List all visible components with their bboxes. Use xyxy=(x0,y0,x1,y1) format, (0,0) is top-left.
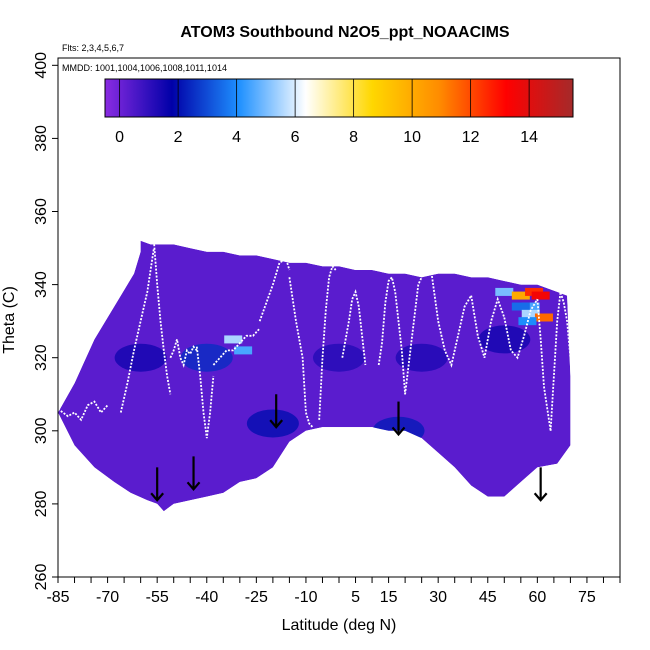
arrow-head xyxy=(150,492,165,502)
colorbar-tick-label: 14 xyxy=(520,129,538,146)
flight-track xyxy=(288,277,314,428)
dates-note: MMDD: 1001,1004,1006,1008,1011,1014 xyxy=(62,63,227,73)
flight-track xyxy=(119,247,155,413)
hotspot-cell xyxy=(534,313,553,322)
arrow-head xyxy=(533,492,548,502)
x-tick-label: -55 xyxy=(146,589,169,606)
x-tick-label: -25 xyxy=(245,589,268,606)
flight-track xyxy=(470,295,506,358)
flight-track xyxy=(503,298,539,360)
y-tick-label: 280 xyxy=(33,490,50,517)
flight-track xyxy=(341,289,367,366)
hotspot-cell xyxy=(531,291,550,300)
x-tick-label: 5 xyxy=(351,589,360,606)
y-tick-label: 340 xyxy=(33,271,50,298)
data-field xyxy=(58,240,571,512)
x-axis-title: Latitude (deg N) xyxy=(282,617,397,634)
x-tick-label: 30 xyxy=(429,589,447,606)
hotspot-cell xyxy=(511,302,530,311)
x-tick-label: 60 xyxy=(528,589,546,606)
flight-track xyxy=(536,299,552,431)
y-tick-label: 380 xyxy=(33,125,50,152)
y-tick-label: 360 xyxy=(33,198,50,225)
hotspot-cell xyxy=(495,287,514,296)
colorbar-tick-label: 0 xyxy=(115,129,124,146)
arrow-marker xyxy=(533,467,548,502)
flight-track xyxy=(169,339,198,368)
flight-track xyxy=(58,400,109,422)
flight-track xyxy=(212,327,261,366)
arrow-marker xyxy=(269,394,284,429)
flight-track xyxy=(437,295,472,368)
field-background xyxy=(58,240,571,512)
arrow-head xyxy=(269,419,284,429)
colorbar xyxy=(104,78,574,118)
y-axis-title: Theta (C) xyxy=(1,286,18,354)
hotspot-cell xyxy=(521,309,540,318)
hotspot-cell xyxy=(234,346,253,355)
colorbar-tick-label: 12 xyxy=(462,129,480,146)
colorbar-tick-label: 10 xyxy=(403,129,421,146)
x-tick-label: -85 xyxy=(46,589,69,606)
trough-cell xyxy=(395,343,448,372)
trough-cell xyxy=(114,343,167,372)
flight-track xyxy=(549,291,571,431)
chart-title: ATOM3 Southbound N2O5_ppt_NOAACIMS xyxy=(180,24,510,41)
colorbar-tick-label: 4 xyxy=(232,129,241,146)
x-tick-label: 45 xyxy=(479,589,497,606)
trough-cell xyxy=(180,343,233,372)
x-tick-label: 75 xyxy=(578,589,596,606)
y-tick-label: 260 xyxy=(33,564,50,591)
flight-track xyxy=(377,275,406,395)
colorbar-tick-label: 8 xyxy=(349,129,358,146)
arrow-marker xyxy=(391,401,406,437)
arrow-marker xyxy=(150,467,165,502)
flight-track xyxy=(404,268,440,395)
hotspot-cell xyxy=(224,335,243,344)
y-tick-label: 300 xyxy=(33,417,50,444)
arrow-marker xyxy=(186,456,201,491)
trough-cell xyxy=(478,325,531,354)
hotspot-cell xyxy=(521,302,540,311)
colorbar-tick-label: 6 xyxy=(291,129,300,146)
x-tick-label: -10 xyxy=(294,589,317,606)
x-tick-label: -40 xyxy=(195,589,218,606)
y-tick-label: 320 xyxy=(33,344,50,371)
y-tick-label: 400 xyxy=(33,52,50,79)
colorbar-tick-label: 2 xyxy=(174,129,183,146)
arrow-head xyxy=(186,481,201,491)
trough-cell xyxy=(313,343,365,372)
arrow-head xyxy=(391,426,406,437)
x-tick-label: 15 xyxy=(380,589,398,606)
flight-track xyxy=(318,264,337,420)
flight-track xyxy=(195,346,215,439)
hotspot-cell xyxy=(511,291,530,300)
flights-note: Flts: 2,3,4,5,6,7 xyxy=(62,43,124,53)
flight-track xyxy=(153,240,172,395)
x-tick-label: -70 xyxy=(96,589,119,606)
